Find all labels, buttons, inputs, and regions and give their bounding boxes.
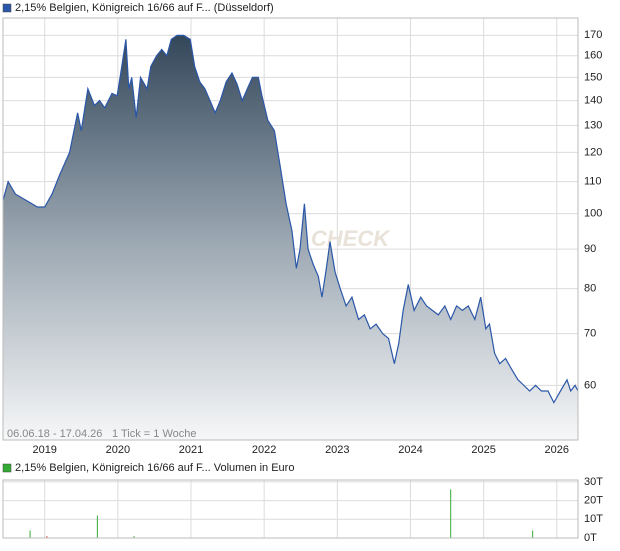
area	[3, 35, 578, 440]
y-tick-label: 80	[584, 283, 596, 295]
x-tick-label: 2021	[179, 444, 203, 456]
x-tick-label: 2020	[106, 444, 130, 456]
y-tick-label: 30T	[584, 476, 603, 488]
date-range: 06.06.18 - 17.04.26	[7, 428, 102, 440]
y-tick-label: 140	[584, 95, 602, 107]
volume-bar	[532, 530, 534, 538]
volume-bar	[450, 489, 452, 538]
price-line	[2, 34, 579, 404]
y-tick-label: 90	[584, 243, 596, 255]
plot-frame	[2, 17, 579, 441]
y-tick-label: 0T	[584, 532, 597, 544]
tick-info: 1 Tick = 1 Woche	[112, 428, 196, 440]
x-tick-label: 2019	[32, 444, 56, 456]
y-tick-label: 110	[584, 176, 602, 188]
legend-label: 2,15% Belgien, Königreich 16/66 auf F...…	[15, 462, 294, 474]
volume-bar	[96, 515, 98, 538]
y-tick-label: 20T	[584, 494, 603, 506]
x-tick-label: 2026	[545, 444, 569, 456]
x-tick-label: 2023	[325, 444, 349, 456]
y-tick-label: 120	[584, 146, 602, 158]
x-tick-label: 2022	[252, 444, 276, 456]
y-tick-label: 160	[584, 50, 602, 62]
legend-swatch	[2, 463, 12, 473]
y-tick-label: 170	[584, 29, 602, 41]
y-tick-label: 130	[584, 119, 602, 131]
volume-bar	[133, 536, 135, 538]
y-tick-label: 100	[584, 208, 602, 220]
plot-frame	[2, 479, 579, 539]
y-tick-label: 150	[584, 71, 602, 83]
y-tick-label: 10T	[584, 513, 603, 525]
volume-bar	[46, 536, 48, 538]
x-tick-label: 2024	[398, 444, 422, 456]
watermark: CHECK	[311, 226, 391, 251]
x-tick-label: 2025	[471, 444, 495, 456]
legend-swatch	[2, 3, 12, 13]
y-tick-label: 70	[584, 327, 596, 339]
legend-label: 2,15% Belgien, Königreich 16/66 auf F...…	[15, 2, 274, 14]
y-tick-label: 60	[584, 379, 596, 391]
volume-bar	[29, 530, 31, 538]
